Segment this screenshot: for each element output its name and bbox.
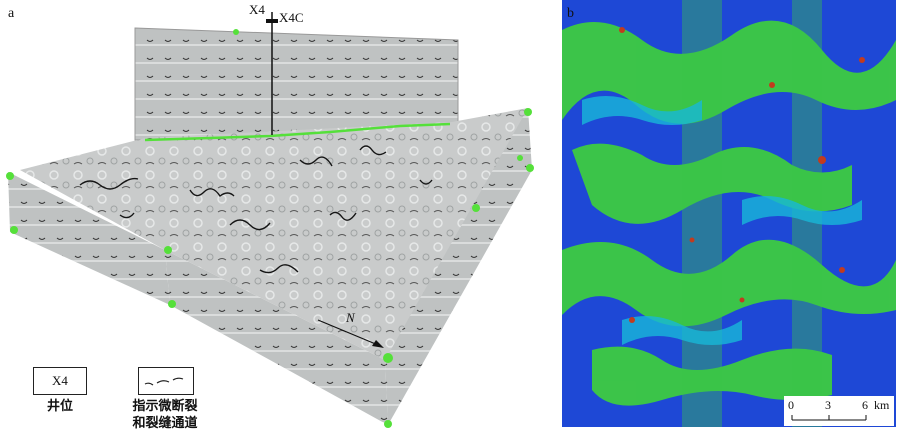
scale-tick-0: 0	[788, 398, 794, 412]
horizon-line	[144, 122, 451, 142]
time-slice-top	[20, 108, 528, 360]
north-arrow-icon	[317, 319, 379, 346]
panel-a-label: a	[8, 6, 15, 21]
cube-front-face	[165, 250, 388, 425]
legend-fracture-box	[138, 367, 194, 395]
well-label-x4c: X4C	[279, 10, 304, 25]
scale-unit: km	[874, 398, 890, 412]
well-label-x4: X4	[249, 2, 265, 17]
legend-well-box: X4	[33, 367, 87, 395]
legend-fracture-caption-1: 指示微断裂	[132, 399, 198, 414]
seismic-cube-figure	[6, 12, 534, 428]
cube-left-face	[8, 172, 170, 305]
panel-b-label: b	[567, 6, 574, 21]
scale-bar: 0 3 6 km	[784, 396, 894, 426]
vertical-section	[134, 27, 459, 141]
attribute-map-blobs	[562, 0, 896, 427]
legend-well-box-text: X4	[52, 373, 68, 388]
corner-markers	[6, 29, 534, 428]
well-head-icon	[266, 19, 278, 23]
cube-right-face	[385, 108, 532, 425]
scale-tick-3: 3	[825, 398, 831, 412]
attribute-map	[562, 0, 896, 427]
scale-tick-6: 6	[862, 398, 868, 412]
north-label: N	[346, 310, 355, 325]
fracture-markings	[79, 145, 433, 274]
fracture-legend-icon	[144, 377, 184, 386]
legend-fracture-caption-2: 和裂缝通道	[132, 416, 198, 431]
legend-well-caption: 井位	[46, 399, 73, 414]
